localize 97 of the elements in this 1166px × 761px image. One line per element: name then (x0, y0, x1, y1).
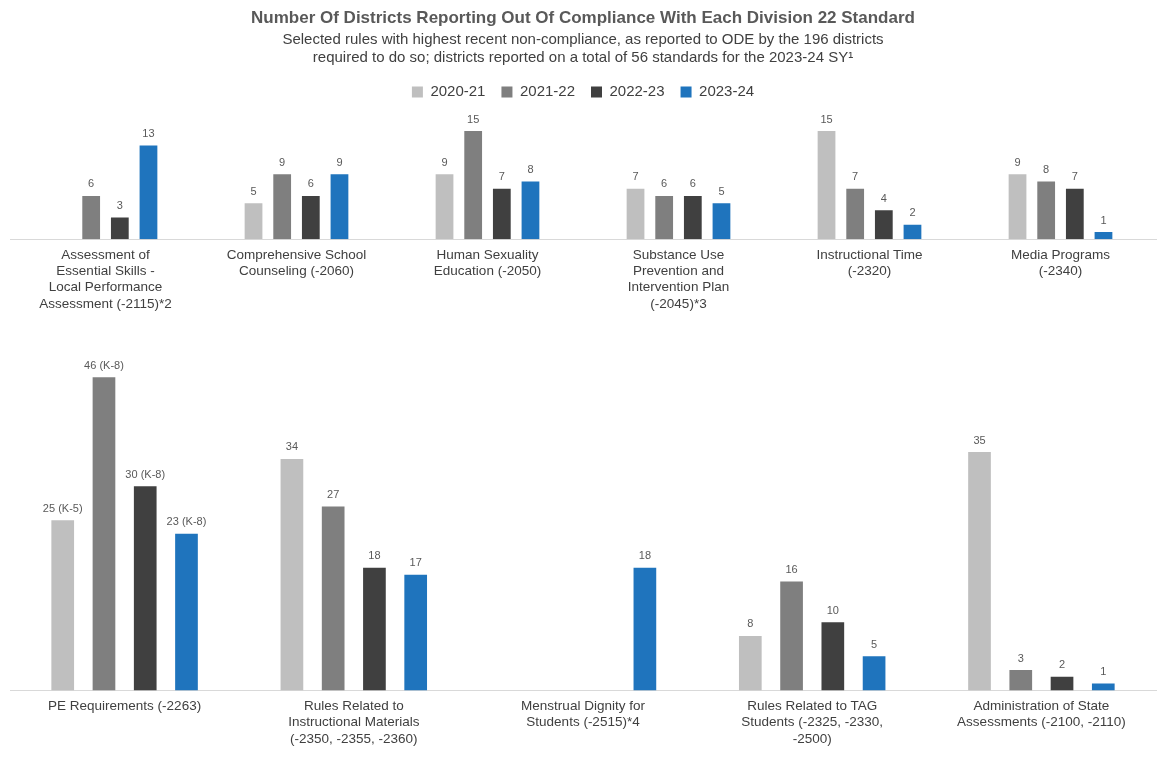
bar (1094, 231, 1113, 240)
chart-title: Number Of Districts Reporting Out Of Compliance With Each Division 22 Standard (251, 7, 915, 27)
bar (738, 635, 762, 691)
data-label: 7 (1071, 170, 1078, 183)
data-label: 6 (88, 177, 95, 190)
bar (139, 145, 158, 240)
bar (817, 131, 836, 240)
data-label: 35 (973, 433, 986, 446)
data-label: 34 (285, 440, 299, 453)
data-label: 15 (467, 112, 480, 125)
data-label: 9 (441, 155, 448, 168)
bar (780, 581, 803, 691)
data-label: 16 (785, 563, 798, 575)
bar (175, 533, 198, 691)
data-label: 8 (527, 163, 534, 176)
x-tick-label: Comprehensive School Counseling (-2060) (226, 247, 367, 279)
bar (1008, 174, 1027, 240)
bar (110, 217, 129, 240)
bar (874, 210, 893, 240)
bar (133, 486, 157, 691)
data-label: 18 (368, 549, 381, 562)
x-tick-label: Instructional Time (-2320) (816, 247, 923, 279)
bar (404, 574, 428, 691)
bar (968, 452, 991, 691)
x-tick-label: Rules Related to TAG Students (-2325, -2330, -2500) (741, 698, 884, 746)
data-label: 18 (638, 549, 652, 562)
data-label: 1 (1100, 213, 1107, 226)
data-label: 8 (747, 617, 754, 630)
bar (492, 188, 511, 240)
data-label: 5 (871, 637, 878, 650)
bar (301, 195, 320, 240)
data-label: 17 (409, 556, 422, 569)
x-tick-label: Assessment of Essential Skills - Local Performance Assessment (-2115)*2 (39, 247, 172, 311)
bar (1037, 181, 1056, 240)
bar (862, 656, 886, 691)
data-label: 7 (498, 170, 505, 183)
bar (464, 131, 483, 240)
bar (273, 174, 292, 240)
x-tick-label: Rules Related to Instructional Materials (-2350, -2355, -2360) (288, 698, 420, 746)
data-label: 4 (880, 191, 887, 204)
data-label: 3 (1017, 651, 1024, 664)
bar (1091, 683, 1115, 691)
bar (1065, 188, 1084, 240)
bar (92, 377, 116, 691)
bar (330, 174, 349, 240)
data-label: 46 (K-8) (84, 358, 124, 371)
x-tick-label: Media Programs (-2340) (1010, 247, 1111, 279)
bar (51, 520, 75, 691)
bar (712, 203, 731, 240)
bar (1009, 669, 1033, 691)
legend-label: 2023-24 (699, 82, 755, 100)
bar (363, 567, 386, 691)
bar (82, 195, 101, 240)
legend-label: 2021-22 (519, 82, 576, 100)
data-label: 6 (307, 177, 314, 190)
x-tick-label: Menstrual Dignity for Students (-2515)*4 (521, 698, 646, 730)
legend-label: 2020-21 (430, 82, 486, 100)
bar (435, 174, 454, 240)
bar (321, 506, 345, 691)
bar (1050, 676, 1074, 691)
data-label: 8 (1043, 163, 1050, 176)
data-label: 7 (632, 170, 639, 183)
data-label: 23 (K-8) (166, 515, 207, 528)
bar (244, 203, 263, 240)
legend-label: 2022-23 (609, 82, 665, 100)
bar (903, 224, 922, 240)
chart-subtitle: Selected rules with highest recent non-compliance, as reported to ODE by the 196 districts required to do so; districts reported on a total of 56 standards for the 2023-24 SY¹ (282, 29, 884, 65)
data-label: 5 (718, 184, 725, 197)
data-label: 6 (689, 177, 696, 190)
x-tick-label: Human Sexuality Education (-2050) (433, 247, 542, 279)
data-label: 9 (336, 155, 343, 168)
bar (821, 622, 845, 691)
bar (655, 195, 674, 240)
x-tick-label: PE Requirements (-2263) (48, 698, 202, 714)
data-label: 9 (279, 155, 286, 168)
bar (280, 458, 304, 691)
data-label: 13 (142, 126, 155, 139)
x-tick-label: Substance Use Prevention and Intervention Plan (-2045)*3 (627, 247, 730, 311)
data-label: 25 (K-5) (42, 501, 83, 514)
bar (521, 181, 540, 240)
data-label: 6 (661, 177, 668, 190)
data-label: 1 (1100, 665, 1107, 678)
bar (626, 188, 645, 240)
data-label: 5 (250, 184, 257, 197)
data-label: 10 (826, 603, 839, 616)
x-tick-label: Administration of State Assessments (-2100, -2110) (957, 698, 1126, 730)
data-label: 15 (820, 112, 833, 125)
data-label: 2 (1058, 658, 1066, 671)
bar (633, 567, 657, 691)
data-label: 30 (K-8) (125, 467, 166, 480)
data-label: 27 (327, 488, 340, 501)
data-label: 7 (852, 170, 859, 183)
data-label: 3 (116, 199, 123, 212)
data-label: 2 (909, 206, 916, 219)
data-label: 9 (1014, 155, 1021, 168)
bar (683, 195, 702, 240)
bar (846, 188, 865, 240)
